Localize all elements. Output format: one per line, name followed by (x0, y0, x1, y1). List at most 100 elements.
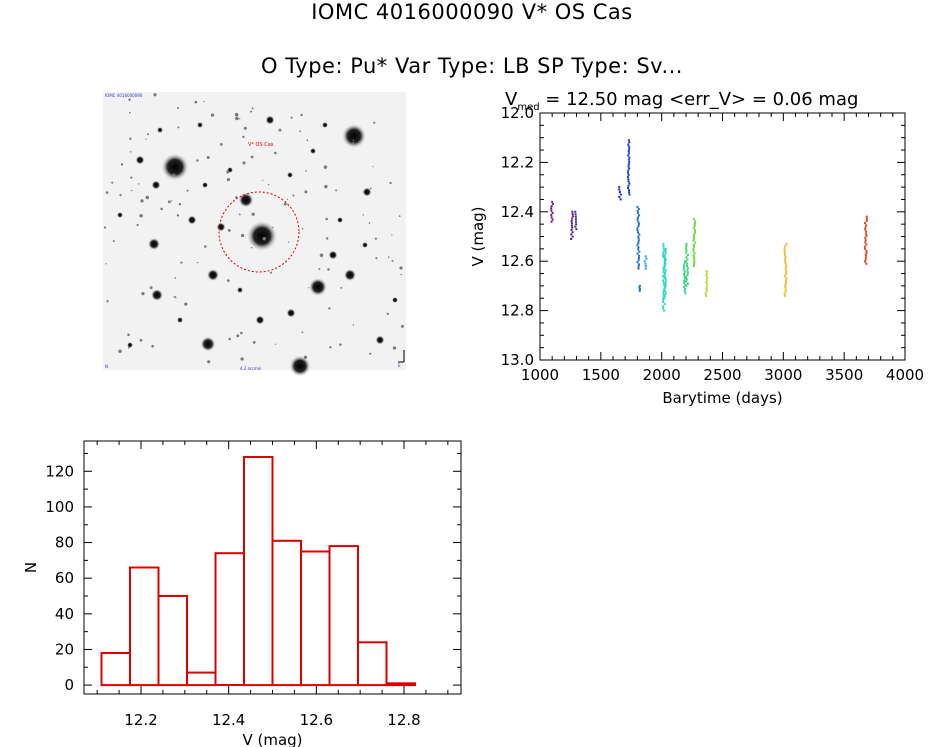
data-point (783, 292, 786, 295)
data-point (627, 154, 630, 157)
star (289, 355, 311, 377)
data-point (692, 235, 695, 238)
star (352, 139, 354, 141)
light-curve-title-rest: = 12.50 mag <err_V> = 0.06 mag (540, 89, 859, 110)
data-point (693, 224, 696, 227)
data-point (694, 222, 696, 225)
star (234, 112, 239, 117)
star (172, 173, 176, 177)
data-point (685, 284, 688, 287)
light-curve-frame (539, 112, 906, 361)
star (274, 151, 277, 155)
data-point (784, 268, 787, 271)
data-point (664, 293, 667, 295)
data-point (627, 165, 630, 168)
x-tick-label: 2000 (643, 366, 681, 384)
data-point (644, 262, 647, 265)
data-point (628, 167, 631, 170)
star (177, 126, 180, 129)
data-point (692, 243, 695, 246)
data-point (683, 275, 686, 278)
star (255, 315, 265, 325)
data-point (865, 230, 868, 233)
star (200, 336, 216, 352)
data-point (705, 294, 707, 297)
star (129, 150, 132, 153)
data-point (686, 282, 689, 285)
star (392, 297, 398, 303)
data-point (686, 254, 689, 256)
data-point (663, 258, 666, 260)
light-curve-ylabel: V (mag) (469, 206, 487, 266)
histogram-bar (186, 671, 217, 687)
x-tick-label: 12.4 (212, 711, 245, 729)
data-point (663, 309, 666, 312)
star (135, 155, 145, 165)
data-point (784, 260, 787, 263)
star (227, 228, 231, 232)
star (178, 202, 182, 206)
star (235, 116, 239, 121)
data-point (865, 252, 868, 254)
data-point (619, 193, 622, 196)
star (160, 207, 163, 211)
data-point (638, 284, 641, 287)
data-point (644, 265, 647, 268)
star (352, 324, 355, 326)
data-point (692, 218, 695, 221)
data-point (693, 233, 696, 236)
star (400, 324, 404, 328)
data-point (551, 218, 554, 221)
data-point (638, 254, 640, 257)
star (139, 338, 143, 342)
data-point (692, 254, 695, 257)
star (337, 217, 343, 223)
data-point (663, 267, 666, 270)
star (176, 106, 179, 110)
star (299, 130, 302, 133)
data-point (864, 254, 867, 257)
data-point (638, 214, 640, 217)
star (283, 202, 287, 206)
data-point (694, 231, 697, 233)
star (400, 273, 402, 276)
star (167, 200, 171, 204)
star (375, 257, 378, 260)
data-point (663, 249, 666, 252)
star (391, 259, 394, 262)
data-point (637, 212, 639, 215)
data-point (683, 279, 686, 282)
light-curve-chart: Vmed = 12.50 mag <err_V> = 0.06 mag 1000… (469, 89, 924, 407)
data-point (685, 242, 688, 245)
star (120, 163, 124, 166)
star (373, 121, 376, 124)
data-point (571, 210, 574, 213)
data-point (550, 216, 553, 219)
histogram-bar (214, 552, 245, 687)
data-point (864, 260, 867, 263)
data-point (664, 258, 667, 261)
data-point (662, 245, 665, 248)
data-point (684, 292, 687, 295)
star (303, 355, 308, 359)
data-point (662, 301, 665, 303)
star (187, 215, 197, 225)
data-point (865, 224, 868, 227)
data-point (663, 256, 666, 259)
star (204, 245, 207, 248)
star (386, 312, 389, 315)
data-point (638, 250, 641, 253)
data-point (685, 251, 688, 254)
data-point (685, 249, 688, 252)
thumbnail-id-label: IOMC 4016000090 (105, 93, 143, 98)
data-point (637, 216, 639, 219)
data-point (686, 271, 689, 274)
x-tick-label: 12.2 (124, 711, 157, 729)
data-point (627, 178, 630, 181)
data-point (865, 232, 868, 235)
star (271, 226, 274, 229)
data-point (705, 274, 708, 277)
star (344, 269, 356, 281)
data-point (618, 188, 621, 191)
